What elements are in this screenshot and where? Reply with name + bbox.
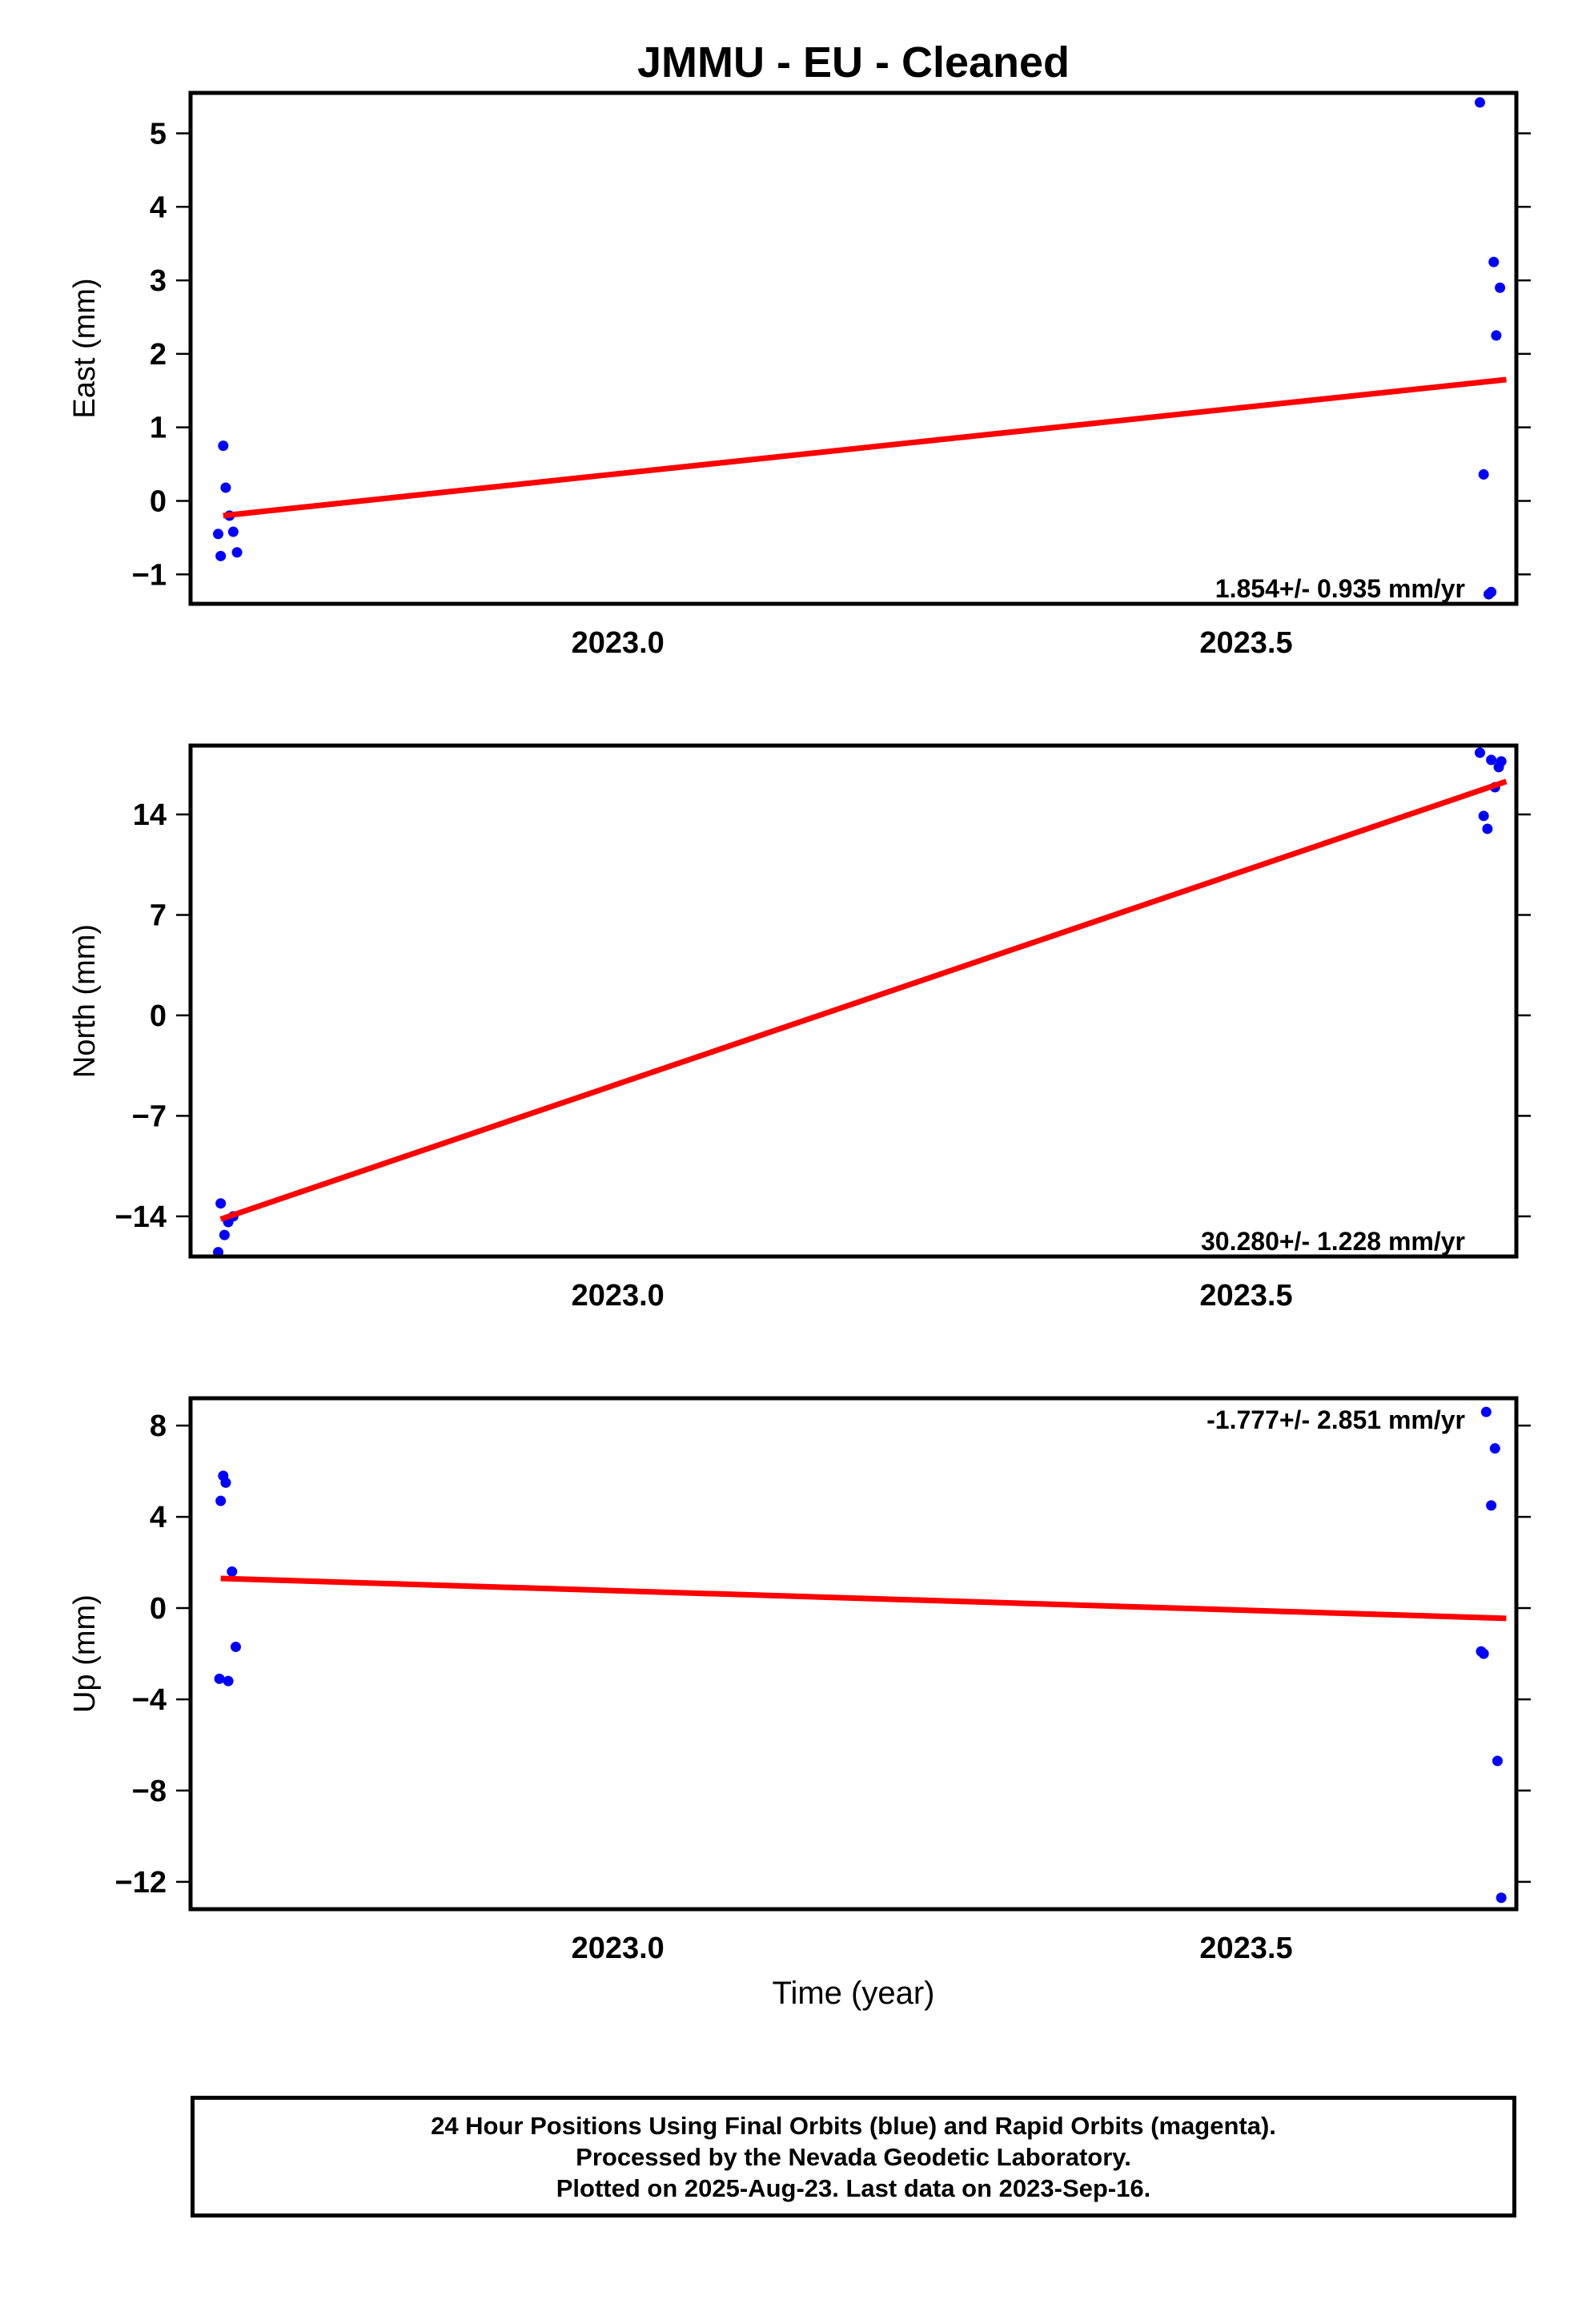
panel-up: 2023.0 2023.5 −12 −8 −4 0 4 8 Up (mm) -1.777+/- 2…	[68, 1396, 1531, 2011]
y-tick-label: 4	[150, 191, 167, 224]
y-tick-label: 5	[150, 117, 167, 151]
y-tick-label: 4	[150, 1501, 167, 1534]
data-point	[213, 1247, 224, 1256]
data-point	[227, 1566, 238, 1577]
trend-line	[223, 376, 1507, 519]
data-point	[215, 1495, 227, 1506]
data-point	[220, 482, 231, 493]
data-point	[1486, 586, 1497, 597]
data-point	[1486, 1500, 1497, 1511]
y-tick-label: −12	[115, 1866, 167, 1900]
data-point	[1489, 1443, 1500, 1454]
y-tick-label: 14	[133, 798, 167, 832]
data-point	[215, 550, 227, 561]
plot-area	[213, 97, 1507, 600]
trend-line	[220, 1575, 1507, 1622]
panel-east: 2023.0 2023.5 −1 0 1 2 3 4 5 East (mm) 1.854+/- 0.…	[68, 38, 1531, 660]
y-tick-label: 0	[150, 485, 167, 518]
data-point	[231, 547, 243, 558]
plot-area	[214, 1406, 1507, 1904]
y-tick-label: 0	[150, 1592, 167, 1626]
data-point	[1488, 256, 1500, 267]
y-axis-label: North (mm)	[68, 924, 102, 1078]
data-point	[1492, 1755, 1503, 1767]
chart-title: JMMU - EU - Cleaned	[637, 38, 1070, 86]
x-tick-label: 2023.5	[1199, 1279, 1292, 1313]
data-point	[1480, 1406, 1492, 1417]
processing-note: 24 Hour Positions Using Final Orbits (bl…	[191, 2096, 1516, 2217]
data-point	[223, 1675, 234, 1687]
rate-label: 30.280+/- 1.228 mm/yr	[1201, 1227, 1465, 1256]
y-tick-label: 2	[150, 338, 167, 372]
y-tick-label: −8	[132, 1775, 167, 1808]
y-tick-label: 3	[150, 264, 167, 298]
y-tick-label: 8	[150, 1409, 167, 1443]
data-point	[1478, 1648, 1489, 1659]
y-tick-label: −14	[115, 1200, 167, 1234]
y-tick-label: −7	[132, 1100, 167, 1133]
data-point	[214, 1673, 225, 1684]
y-axis-label: Up (mm)	[68, 1594, 102, 1713]
panel-north: 2023.0 2023.5 −14 −7 0 7 14 North (mm) 30.280+/-…	[68, 743, 1531, 1313]
data-point	[1491, 330, 1502, 341]
data-point	[1496, 756, 1507, 767]
data-point	[220, 1477, 231, 1488]
x-tick-label: 2023.0	[572, 1279, 665, 1313]
y-tick-label: −1	[132, 558, 167, 592]
x-tick-label: 2023.0	[572, 626, 665, 660]
x-axis-label: Time (year)	[773, 1976, 935, 2011]
note-line-2: Processed by the Nevada Geodetic Laborat…	[576, 2142, 1131, 2171]
plot-frame	[188, 743, 1519, 1259]
rate-label: -1.777+/- 2.851 mm/yr	[1207, 1405, 1465, 1434]
plot-area	[213, 747, 1508, 1256]
data-point	[1478, 468, 1489, 480]
note-line-3: Plotted on 2025-Aug-23. Last data on 202…	[556, 2173, 1151, 2202]
data-point	[215, 1198, 227, 1209]
data-point	[227, 526, 239, 537]
data-point	[1478, 810, 1489, 822]
plot-frame	[188, 1396, 1519, 1912]
y-tick-label: 1	[150, 412, 167, 445]
y-tick-label: −4	[132, 1683, 167, 1717]
data-point	[1474, 747, 1485, 758]
data-point	[1482, 823, 1493, 834]
data-point	[218, 440, 229, 452]
plot-frame	[188, 90, 1519, 606]
y-axis-label: East (mm)	[68, 278, 102, 418]
note-line-1: 24 Hour Positions Using Final Orbits (bl…	[431, 2111, 1276, 2140]
data-point	[219, 1229, 230, 1240]
y-tick-label: 7	[150, 899, 167, 932]
data-point	[1486, 754, 1497, 766]
x-tick-label: 2023.5	[1199, 626, 1292, 660]
x-tick-label: 2023.0	[572, 1932, 665, 1965]
data-point	[213, 529, 224, 540]
x-tick-label: 2023.5	[1199, 1932, 1292, 1965]
rate-label: 1.854+/- 0.935 mm/yr	[1215, 574, 1465, 603]
y-tick-label: 0	[150, 999, 167, 1033]
trend-line	[219, 778, 1508, 1222]
data-point	[231, 1641, 242, 1652]
data-point	[1496, 1892, 1507, 1904]
data-point	[1495, 282, 1506, 293]
data-point	[1474, 97, 1485, 108]
